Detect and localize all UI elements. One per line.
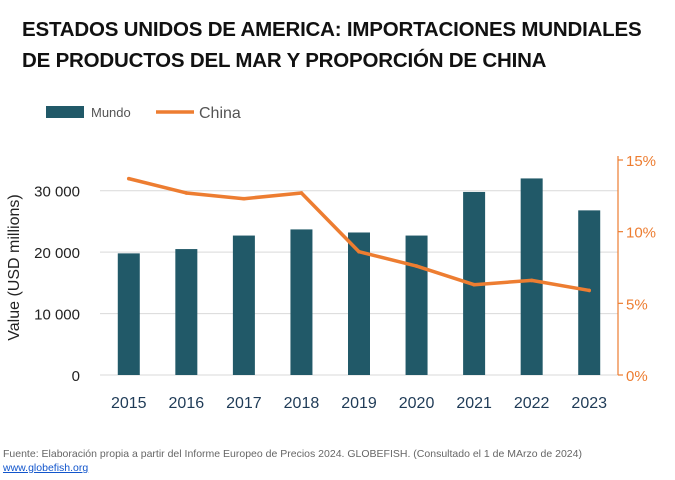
bar-2016 xyxy=(175,249,198,375)
y-tick-label: 30 000 xyxy=(34,184,80,201)
x-tick-label: 2019 xyxy=(341,395,377,412)
y2-tick-label: 10% xyxy=(626,225,656,242)
legend-swatch-mundo xyxy=(46,106,84,118)
bar-2015 xyxy=(117,253,140,375)
chart-title-line-1: ESTADOS UNIDOS DE AMERICA: IMPORTACIONES… xyxy=(22,18,642,41)
line-point-2021 xyxy=(472,282,476,287)
x-tick-label: 2018 xyxy=(284,395,320,412)
chart-title: ESTADOS UNIDOS DE AMERICA: IMPORTACIONES… xyxy=(22,14,662,76)
bar-2017 xyxy=(232,235,255,375)
legend-label-mundo: Mundo xyxy=(91,105,131,120)
x-tick-label: 2021 xyxy=(456,395,492,412)
x-tick-label: 2016 xyxy=(169,395,205,412)
bar-2019 xyxy=(348,232,370,375)
y2-tick-label: 15% xyxy=(626,153,656,170)
y2-tick-label: 0% xyxy=(626,368,648,385)
x-tick-label: 2023 xyxy=(571,395,607,412)
source-link[interactable]: www.globefish.org xyxy=(3,462,89,474)
x-tick-label: 2017 xyxy=(226,395,262,412)
y-tick-label: 0 xyxy=(72,368,80,385)
line-point-2019 xyxy=(357,249,361,254)
bar-2023 xyxy=(578,210,601,375)
x-tick-label: 2015 xyxy=(111,395,147,412)
x-tick-label: 2022 xyxy=(514,395,550,412)
y-tick-label: 20 000 xyxy=(34,245,80,262)
bar-2022 xyxy=(520,178,543,375)
chart-title-line-2: DE PRODUCTOS DEL MAR Y PROPORCIÓN DE CHI… xyxy=(22,49,547,72)
line-point-2022 xyxy=(529,278,534,283)
line-point-2016 xyxy=(184,191,189,195)
x-tick-label: 2020 xyxy=(399,395,435,412)
bar-2018 xyxy=(290,229,313,375)
chart-plot: 0 10 000 20 000 30 000 Value (USD millions) 0… xyxy=(6,105,656,412)
y2-tick-label: 5% xyxy=(626,296,648,313)
line-point-2020 xyxy=(414,264,419,268)
y-tick-label: 10 000 xyxy=(34,307,80,324)
y-axis-label: Value (USD millions) xyxy=(6,194,23,340)
source-text: Fuente: Elaboración propia a partir del … xyxy=(3,448,582,460)
line-point-2023 xyxy=(587,288,592,293)
legend-label-china: China xyxy=(199,105,241,122)
line-point-2018 xyxy=(299,191,304,195)
line-point-2015 xyxy=(126,176,131,181)
bar-2020 xyxy=(405,235,428,375)
line-point-2017 xyxy=(242,196,246,201)
source-note: Fuente: Elaboración propia a partir del … xyxy=(3,447,643,475)
